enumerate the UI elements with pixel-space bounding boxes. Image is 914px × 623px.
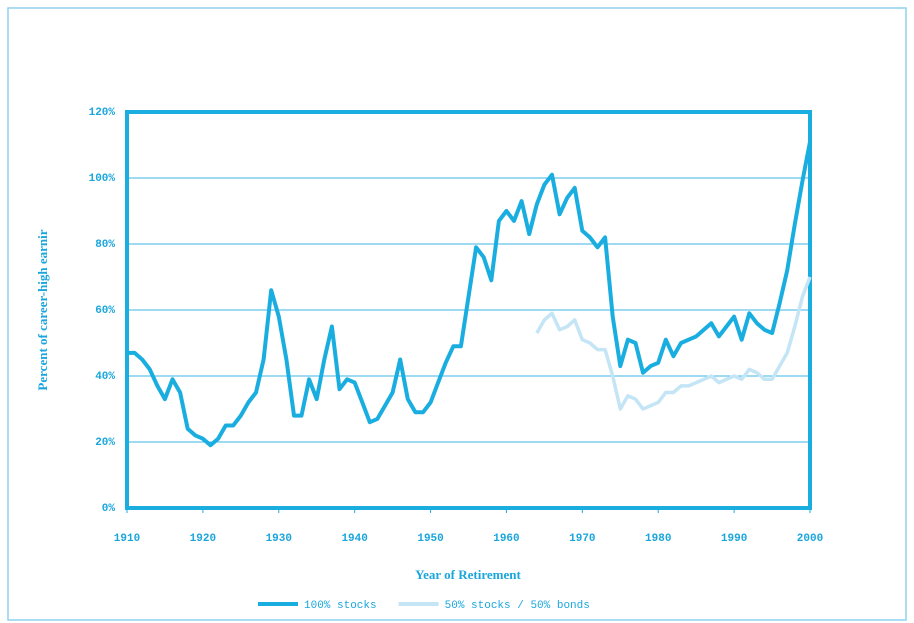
series-line (535, 276, 812, 411)
y-tick-label: 40% (95, 371, 115, 383)
y-tick-label: 0% (102, 503, 116, 515)
y-tick-label: 80% (95, 239, 115, 251)
y-tick-label: 60% (95, 305, 115, 317)
legend-label: 50% stocks / 50% bonds (445, 600, 590, 612)
x-tick-label: 1940 (341, 533, 367, 545)
y-tick-label: 100% (89, 173, 116, 185)
y-tick-label: 120% (89, 107, 116, 119)
x-axis-label: Year of Retirement (415, 567, 521, 582)
legend-label: 100% stocks (304, 600, 377, 612)
x-tick-label: 2000 (797, 533, 823, 545)
x-tick-label: 1980 (645, 533, 671, 545)
x-tick-label: 1920 (190, 533, 216, 545)
x-tick-label: 1930 (266, 533, 292, 545)
x-tick-label: 1960 (493, 533, 519, 545)
x-tick-label: 1910 (114, 533, 140, 545)
x-tick-label: 1970 (569, 533, 595, 545)
x-tick-label: 1950 (417, 533, 443, 545)
y-axis-label: Percent of career-high earnir (35, 229, 50, 390)
y-tick-label: 20% (95, 437, 115, 449)
series-line (127, 141, 812, 448)
plot-border (125, 110, 812, 510)
x-tick-label: 1990 (721, 533, 747, 545)
